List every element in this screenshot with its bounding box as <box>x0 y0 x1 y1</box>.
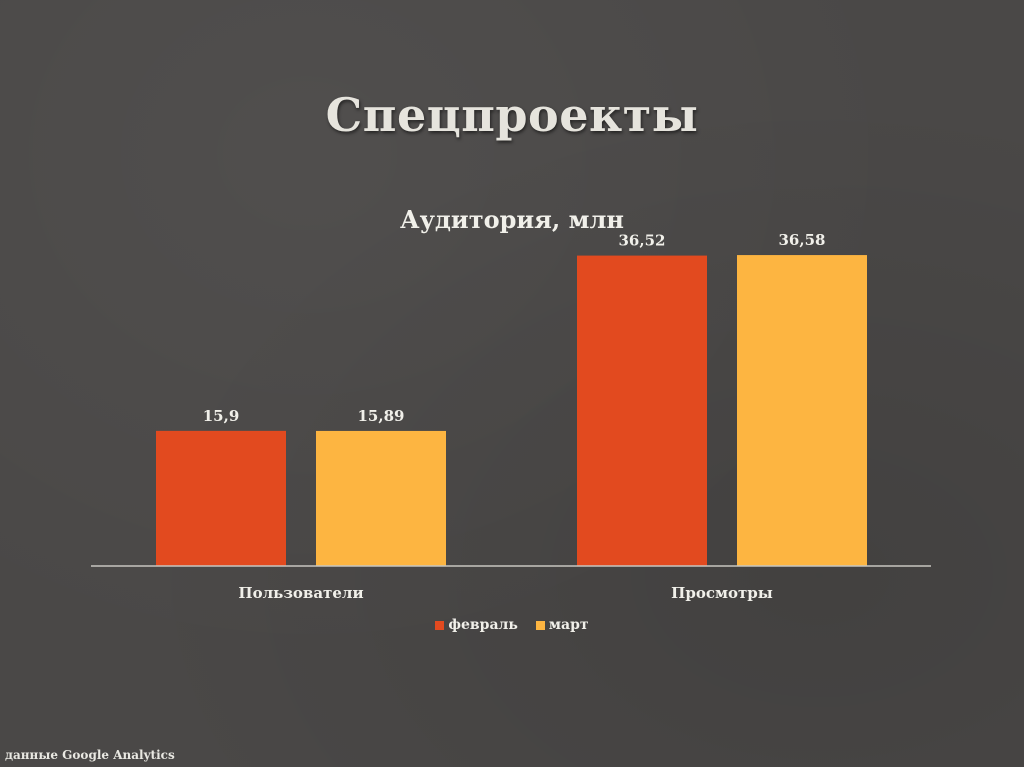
data-label: 15,89 <box>358 407 405 425</box>
bar-february-users <box>156 430 286 566</box>
legend-item-february: февраль <box>435 617 518 633</box>
bar-march-users <box>316 430 446 566</box>
slide-title: Спецпроекты <box>325 88 699 142</box>
legend-swatch-february <box>435 620 445 630</box>
category-label: Пользователи <box>238 584 363 602</box>
chart-title: Аудитория, млн <box>400 205 624 234</box>
data-label: 36,58 <box>779 231 826 249</box>
bar-february-views <box>577 255 707 566</box>
legend-swatch-march <box>535 620 545 630</box>
legend-label-march: март <box>548 617 589 633</box>
bar-march-views <box>737 255 867 566</box>
legend-label-february: февраль <box>448 617 518 633</box>
category-label: Просмотры <box>671 584 773 602</box>
legend-item-march: март <box>535 617 589 633</box>
data-label: 15,9 <box>203 407 240 425</box>
data-label: 36,52 <box>619 232 666 250</box>
chart-legend: февраль март <box>0 617 1024 633</box>
source-note: данные Google Analytics <box>5 748 175 762</box>
